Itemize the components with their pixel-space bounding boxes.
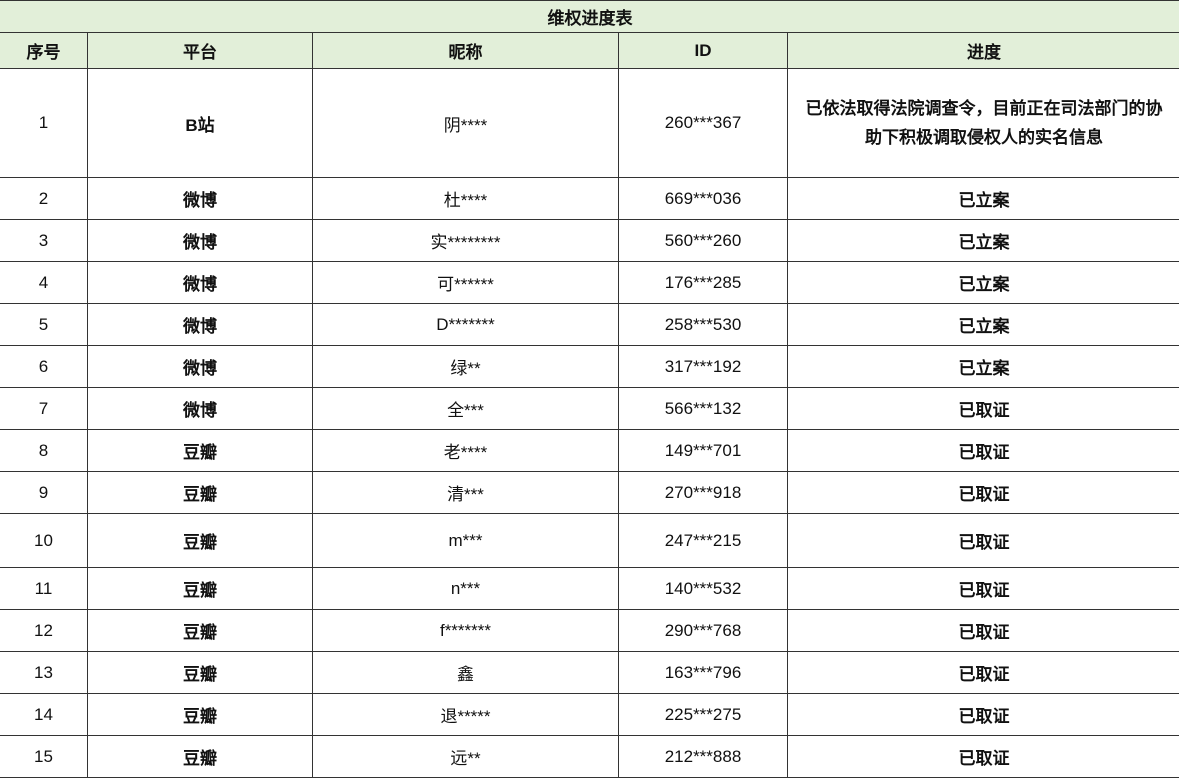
cell-id: 258***530: [619, 304, 788, 346]
cell-id: 270***918: [619, 472, 788, 514]
cell-progress: 已取证: [788, 610, 1179, 652]
header-nickname: 昵称: [313, 33, 619, 69]
cell-platform: 微博: [88, 304, 313, 346]
cell-no: 6: [0, 346, 88, 388]
header-no: 序号: [0, 33, 88, 69]
cell-nickname: 鑫: [313, 652, 619, 694]
cell-id: 560***260: [619, 220, 788, 262]
cell-id: 566***132: [619, 388, 788, 430]
cell-nickname: 清***: [313, 472, 619, 514]
cell-nickname: 远**: [313, 736, 619, 778]
cell-platform: 微博: [88, 388, 313, 430]
cell-progress: 已取证: [788, 568, 1179, 610]
cell-platform: 豆瓣: [88, 610, 313, 652]
cell-platform: 豆瓣: [88, 736, 313, 778]
cell-nickname: D*******: [313, 304, 619, 346]
cell-id: 260***367: [619, 69, 788, 178]
cell-no: 10: [0, 514, 88, 568]
cell-platform: 微博: [88, 262, 313, 304]
cell-nickname: 可******: [313, 262, 619, 304]
cell-nickname: 绿**: [313, 346, 619, 388]
cell-progress: 已取证: [788, 736, 1179, 778]
cell-progress: 已立案: [788, 346, 1179, 388]
cell-id: 149***701: [619, 430, 788, 472]
cell-no: 4: [0, 262, 88, 304]
cell-no: 14: [0, 694, 88, 736]
cell-progress: 已取证: [788, 472, 1179, 514]
cell-no: 15: [0, 736, 88, 778]
cell-platform: 微博: [88, 220, 313, 262]
cell-no: 12: [0, 610, 88, 652]
cell-id: 290***768: [619, 610, 788, 652]
cell-nickname: 退*****: [313, 694, 619, 736]
cell-no: 11: [0, 568, 88, 610]
cell-platform: 微博: [88, 178, 313, 220]
cell-nickname: m***: [313, 514, 619, 568]
cell-nickname: f*******: [313, 610, 619, 652]
cell-no: 1: [0, 69, 88, 178]
cell-progress: 已取证: [788, 514, 1179, 568]
cell-platform: 豆瓣: [88, 568, 313, 610]
cell-no: 8: [0, 430, 88, 472]
cell-platform: 豆瓣: [88, 430, 313, 472]
cell-no: 7: [0, 388, 88, 430]
cell-platform: 豆瓣: [88, 652, 313, 694]
header-platform: 平台: [88, 33, 313, 69]
cell-nickname: 杜****: [313, 178, 619, 220]
header-progress: 进度: [788, 33, 1179, 69]
cell-nickname: 实********: [313, 220, 619, 262]
header-id: ID: [619, 33, 788, 69]
cell-no: 9: [0, 472, 88, 514]
cell-no: 5: [0, 304, 88, 346]
cell-platform: 微博: [88, 346, 313, 388]
cell-nickname: 全***: [313, 388, 619, 430]
cell-id: 212***888: [619, 736, 788, 778]
cell-platform: 豆瓣: [88, 514, 313, 568]
cell-progress: 已取证: [788, 652, 1179, 694]
cell-platform: 豆瓣: [88, 472, 313, 514]
cell-progress: 已立案: [788, 178, 1179, 220]
table-title: 维权进度表: [0, 1, 1179, 33]
cell-platform: 豆瓣: [88, 694, 313, 736]
cell-id: 669***036: [619, 178, 788, 220]
cell-platform: B站: [88, 69, 313, 178]
cell-no: 3: [0, 220, 88, 262]
cell-progress: 已取证: [788, 694, 1179, 736]
cell-id: 140***532: [619, 568, 788, 610]
cell-id: 176***285: [619, 262, 788, 304]
cell-id: 163***796: [619, 652, 788, 694]
cell-nickname: n***: [313, 568, 619, 610]
cell-no: 13: [0, 652, 88, 694]
cell-progress: 已取证: [788, 430, 1179, 472]
cell-id: 317***192: [619, 346, 788, 388]
cell-progress: 已立案: [788, 220, 1179, 262]
cell-nickname: 老****: [313, 430, 619, 472]
cell-nickname: 阴****: [313, 69, 619, 178]
cell-progress: 已依法取得法院调查令，目前正在司法部门的协助下积极调取侵权人的实名信息: [788, 69, 1179, 178]
cell-progress: 已立案: [788, 262, 1179, 304]
cell-progress: 已取证: [788, 388, 1179, 430]
cell-progress: 已立案: [788, 304, 1179, 346]
cell-no: 2: [0, 178, 88, 220]
cell-id: 225***275: [619, 694, 788, 736]
cell-id: 247***215: [619, 514, 788, 568]
